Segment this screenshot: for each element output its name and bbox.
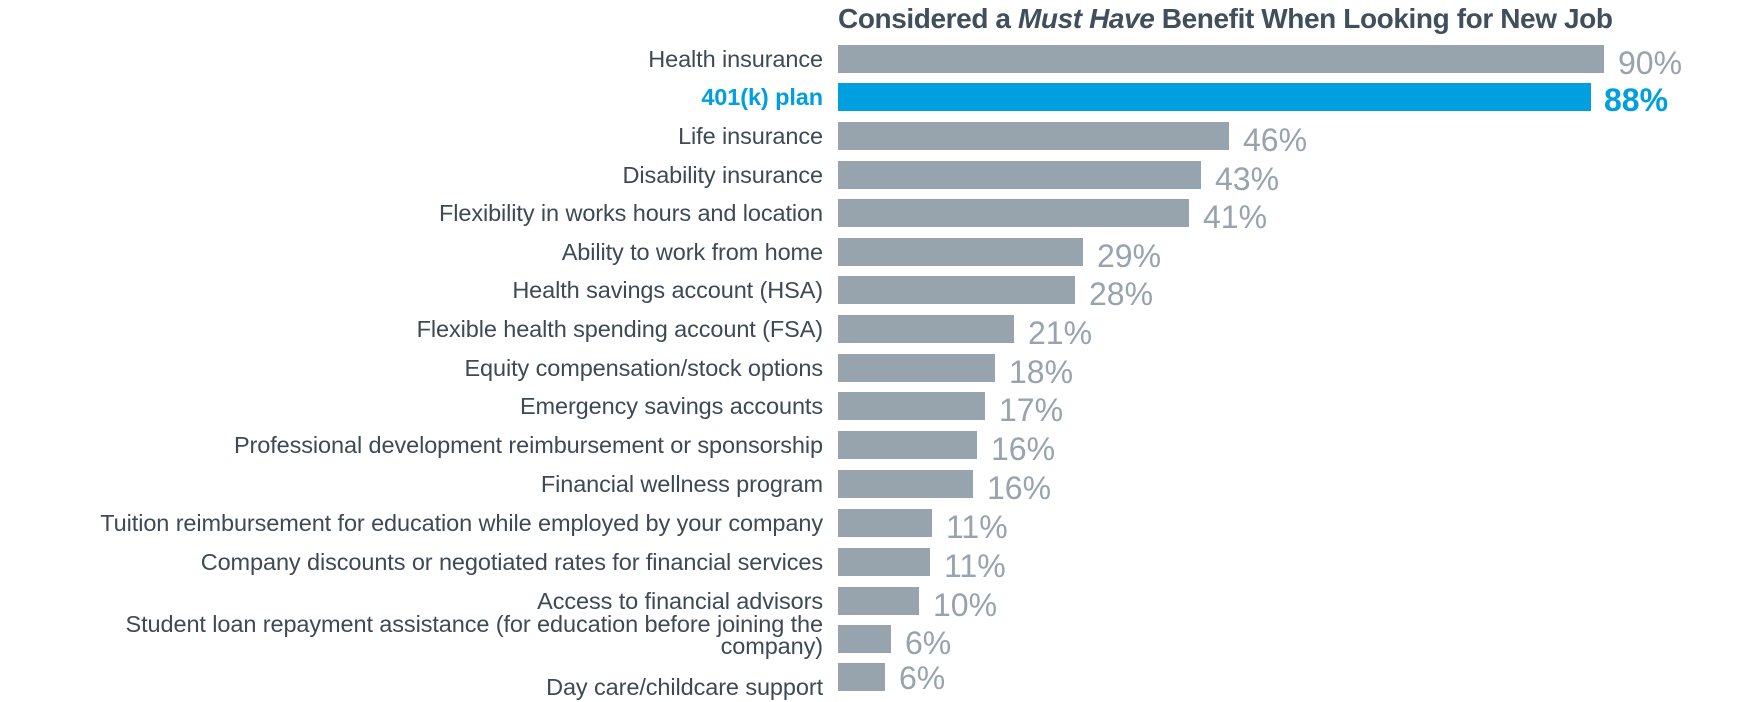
bar (838, 354, 995, 382)
bar (838, 199, 1189, 227)
category-label: Day care/childcare support (546, 674, 823, 700)
value-label: 21% (1028, 315, 1093, 351)
category-label: 401(k) plan (701, 84, 823, 110)
bar-row: Health savings account (HSA) 28% (0, 276, 1741, 310)
bar (838, 238, 1083, 266)
bar-row: Health insurance 90% (0, 45, 1741, 79)
category-label: Student loan repayment assistance (for e… (125, 611, 824, 659)
value-label: 90% (1618, 45, 1683, 81)
title-suffix: Benefit When Looking for New Job (1154, 3, 1613, 34)
chart-title: Considered a Must Have Benefit When Look… (838, 3, 1613, 35)
bar (838, 276, 1075, 304)
bar-row: Tuition reimbursement for education whil… (0, 509, 1741, 543)
category-label: Ability to work from home (561, 239, 823, 265)
value-label: 16% (987, 470, 1052, 506)
value-label: 28% (1089, 276, 1154, 312)
bar-row: Access to financial advisors 10% (0, 587, 1741, 621)
bar-row: Life insurance 46% (0, 122, 1741, 156)
bar-row: Flexibility in works hours and location 4… (0, 199, 1741, 233)
bar-row: Day care/childcare support 6% (0, 660, 1741, 700)
value-label: 16% (991, 431, 1056, 467)
value-label: 41% (1203, 199, 1268, 235)
bar (838, 509, 932, 537)
bar (838, 548, 930, 576)
title-emphasis: Must Have (1017, 3, 1155, 34)
value-label: 6% (899, 660, 946, 696)
bar (838, 587, 919, 615)
value-label: 18% (1009, 354, 1074, 390)
bar-row: Flexible health spending account (FSA) 21… (0, 315, 1741, 349)
bar (838, 392, 985, 420)
bar (838, 83, 1591, 111)
bar (838, 431, 977, 459)
value-label: 88% (1604, 82, 1669, 118)
bar-row: 401(k) plan 88% (0, 83, 1741, 116)
bar (838, 663, 885, 691)
category-label: Health insurance (648, 46, 823, 72)
category-label: Life insurance (678, 123, 823, 149)
bar-row: Disability insurance 43% (0, 161, 1741, 195)
bar-row: Company discounts or negotiated rates fo… (0, 548, 1741, 582)
bar (838, 470, 973, 498)
value-label: 43% (1215, 161, 1280, 197)
bar (838, 625, 891, 653)
bar (838, 315, 1014, 343)
bar (838, 161, 1201, 189)
category-label: Access to financial advisors (537, 588, 823, 614)
category-label: Financial wellness program (540, 471, 823, 497)
value-label: 6% (905, 625, 952, 661)
category-label: Health savings account (HSA) (512, 277, 823, 303)
bar-row: Equity compensation/stock options 18% (0, 354, 1741, 388)
title-prefix: Considered a (838, 3, 1018, 34)
category-label: Company discounts or negotiated rates fo… (200, 549, 823, 575)
value-label: 17% (999, 392, 1064, 428)
bar-row: Emergency savings accounts 17% (0, 392, 1741, 426)
value-label: 11% (944, 548, 1006, 584)
category-label: Equity compensation/stock options (464, 355, 823, 381)
value-label: 29% (1097, 238, 1162, 274)
bar-row: Financial wellness program 16% (0, 470, 1741, 504)
category-label: Disability insurance (622, 162, 824, 188)
category-label: Emergency savings accounts (519, 393, 823, 419)
category-label: Professional development reimbursement o… (233, 432, 823, 458)
bar-row: Student loan repayment assistance (for e… (0, 612, 1741, 659)
bar (838, 45, 1604, 73)
bar-row: Ability to work from home 29% (0, 238, 1741, 272)
category-label: Flexible health spending account (FSA) (416, 316, 823, 342)
value-label: 11% (946, 509, 1008, 545)
value-label: 46% (1243, 122, 1308, 158)
category-label: Tuition reimbursement for education whil… (100, 510, 823, 536)
value-label: 10% (933, 587, 998, 623)
bar-row: Professional development reimbursement o… (0, 431, 1741, 465)
bar (838, 122, 1229, 150)
category-label: Flexibility in works hours and location (438, 200, 823, 226)
